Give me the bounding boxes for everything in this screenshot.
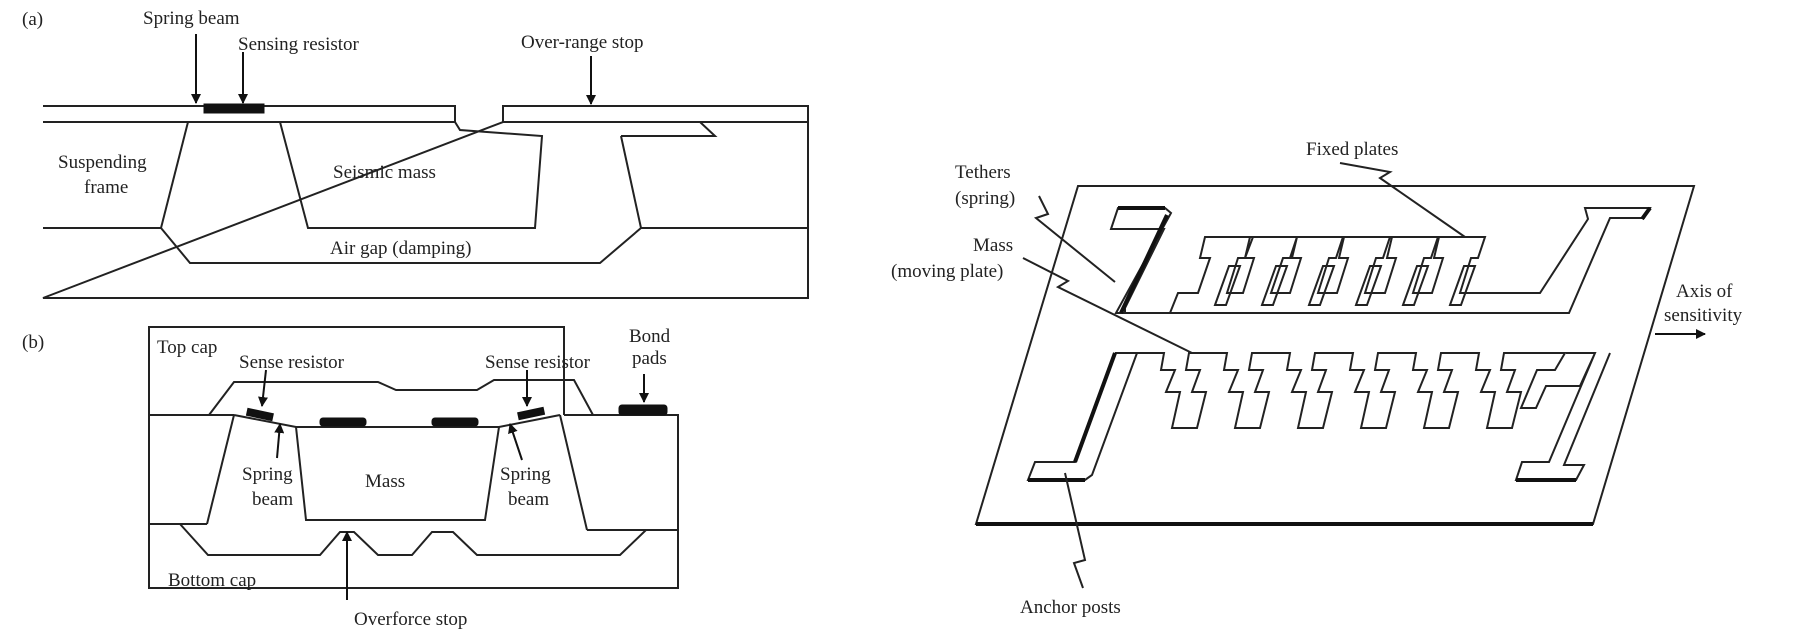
panel-a-tag: (a) bbox=[22, 9, 43, 30]
leader-tethers bbox=[1033, 195, 1116, 283]
panel-c: Fixed plates Tethers (spring) Mass (movi… bbox=[891, 139, 1743, 618]
label-top-cap: Top cap bbox=[157, 337, 217, 358]
label-spring-beam: Spring beam bbox=[143, 8, 240, 29]
label-spring-right-1: Spring bbox=[500, 464, 551, 485]
spring-membrane bbox=[233, 414, 561, 428]
label-suspending: Suspending bbox=[58, 152, 147, 173]
label-overforce-stop: Overforce stop bbox=[354, 609, 467, 630]
label-fixed-plates: Fixed plates bbox=[1306, 139, 1398, 160]
pad-inner-right bbox=[431, 417, 479, 427]
sense-resistor-right bbox=[517, 406, 546, 421]
fixed-plates-structure bbox=[1109, 207, 1652, 314]
air-gap-cavity bbox=[160, 227, 642, 264]
label-spring-left-1: Spring bbox=[242, 464, 293, 485]
label-tethers-2: (spring) bbox=[955, 188, 1015, 209]
label-over-range-stop: Over-range stop bbox=[521, 32, 644, 53]
label-bond: Bond bbox=[629, 326, 671, 347]
moving-plate-structure bbox=[1026, 352, 1611, 481]
label-air-gap: Air gap (damping) bbox=[330, 238, 471, 259]
right-frame-edge bbox=[559, 414, 588, 531]
label-spring-left-2: beam bbox=[252, 489, 293, 510]
pad-inner-left bbox=[319, 417, 367, 427]
label-mass-2: (moving plate) bbox=[891, 261, 1003, 282]
panel-a: (a) Spring beam Sensing resistor Over-ra… bbox=[22, 8, 809, 299]
mass-block bbox=[295, 426, 500, 521]
panel-a-outline bbox=[42, 105, 809, 299]
label-sensing-resistor: Sensing resistor bbox=[238, 34, 360, 55]
frame-left-edge bbox=[160, 121, 189, 229]
label-sense-resistor-left: Sense resistor bbox=[239, 352, 345, 373]
sense-resistor-left bbox=[245, 407, 274, 422]
label-axis-2: sensitivity bbox=[1664, 305, 1743, 326]
leader-anchor bbox=[1064, 472, 1087, 589]
panel-b: (b) Top cap Sense resistor Sense resisto… bbox=[22, 326, 679, 630]
label-spring-right-2: beam bbox=[508, 489, 549, 510]
top-cap-cavity bbox=[208, 379, 594, 416]
label-pads: pads bbox=[632, 348, 667, 369]
bond-pad bbox=[618, 404, 668, 416]
label-anchor-posts: Anchor posts bbox=[1020, 597, 1121, 618]
label-seismic-mass: Seismic mass bbox=[333, 162, 436, 183]
top-cap bbox=[148, 326, 565, 415]
bottom-cap-cavity bbox=[179, 523, 647, 556]
label-sense-resistor-right: Sense resistor bbox=[485, 352, 591, 373]
left-frame-edge bbox=[206, 414, 235, 525]
leader-fixed-plates bbox=[1339, 162, 1466, 238]
leader-mass bbox=[1022, 257, 1193, 354]
label-mass: Mass bbox=[365, 471, 405, 492]
sensing-resistor bbox=[203, 103, 265, 114]
label-mass-1: Mass bbox=[973, 235, 1013, 256]
panel-b-tag: (b) bbox=[22, 332, 44, 353]
label-tethers-1: Tethers bbox=[955, 162, 1011, 183]
label-frame: frame bbox=[84, 177, 128, 198]
seismic-mass bbox=[279, 121, 544, 229]
label-bottom-cap: Bottom cap bbox=[168, 570, 256, 591]
label-axis-1: Axis of bbox=[1676, 281, 1733, 302]
frame-right-block bbox=[620, 121, 718, 229]
